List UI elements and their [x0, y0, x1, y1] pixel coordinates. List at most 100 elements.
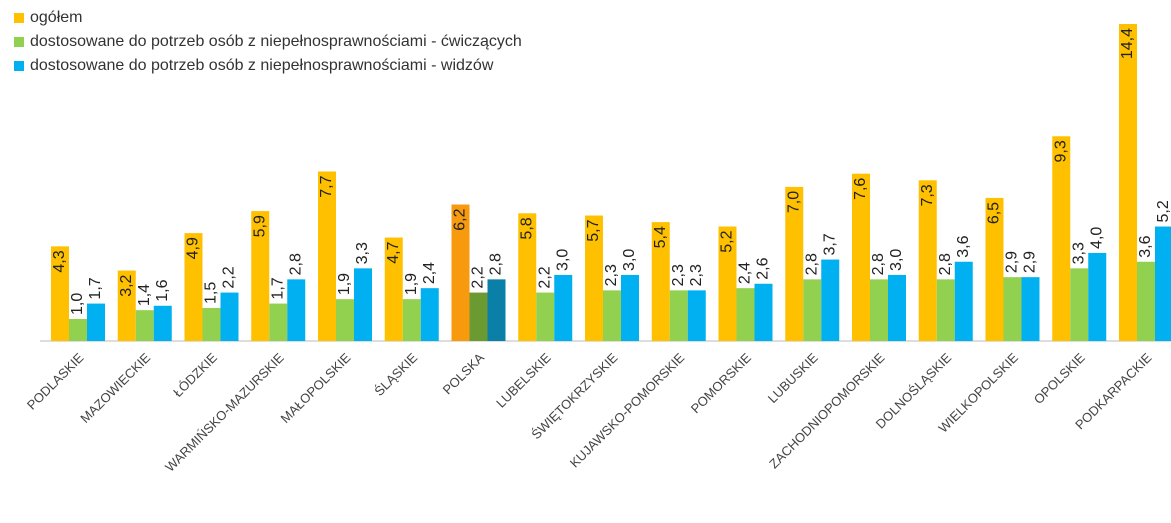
data-label: 3,6: [1137, 235, 1154, 257]
bar: [87, 303, 105, 341]
bar: [69, 318, 87, 341]
bar: [420, 288, 439, 341]
x-tick-label: POLSKA: [440, 350, 488, 398]
data-label: 2,3: [688, 264, 705, 286]
data-label: 2,8: [937, 253, 954, 275]
bar: [918, 180, 937, 341]
bar: [384, 237, 403, 341]
data-label: 2,8: [803, 253, 820, 275]
bar: [1155, 226, 1171, 341]
bar: [954, 261, 973, 341]
data-label: 7,0: [785, 191, 802, 213]
data-label: 5,2: [1155, 200, 1171, 222]
bar: [585, 215, 603, 341]
data-label: 1,9: [336, 273, 353, 295]
bar: [487, 279, 506, 341]
data-label: 1,7: [87, 277, 104, 299]
bar: [318, 171, 336, 341]
bar: [451, 204, 470, 341]
bar: [621, 274, 639, 341]
bar: [153, 305, 172, 341]
data-label: 7,3: [919, 184, 936, 206]
data-label: 2,2: [221, 266, 238, 288]
data-label: 4,3: [51, 250, 68, 272]
bar: [287, 279, 306, 341]
data-label: 1,0: [69, 293, 86, 315]
data-label: 5,9: [251, 215, 268, 237]
x-tick-label: LUBUSKIE: [765, 350, 821, 406]
legend-swatch: [14, 37, 24, 47]
data-label: 3,0: [888, 249, 905, 271]
x-tick-label: POMORSKIE: [688, 350, 755, 417]
data-label: 1,6: [154, 279, 171, 301]
bar: [603, 290, 621, 341]
data-label: 2,2: [470, 266, 487, 288]
data-label: 1,5: [203, 282, 220, 304]
x-tick-label: MAZOWIECKIE: [77, 350, 153, 426]
bar: [1021, 277, 1040, 341]
bar: [135, 310, 154, 341]
bar: [202, 307, 221, 341]
bar: [687, 290, 706, 341]
bar: [554, 274, 573, 341]
bar: [536, 292, 555, 341]
bar: [888, 274, 906, 341]
bar: [718, 226, 737, 341]
bar: [852, 173, 870, 341]
bar: [1070, 268, 1089, 341]
bar: [785, 186, 804, 341]
data-label: 2,8: [287, 253, 304, 275]
bar: [117, 270, 136, 341]
x-tick-label: PODLASKIE: [24, 350, 87, 413]
data-label: 2,8: [488, 253, 505, 275]
data-label: 3,7: [821, 233, 838, 255]
bar: [354, 268, 372, 341]
data-label: 3,2: [118, 274, 135, 296]
data-label: 7,6: [852, 178, 869, 200]
data-label: 2,8: [870, 253, 887, 275]
data-label: 1,7: [269, 277, 286, 299]
data-label: 5,8: [518, 217, 535, 239]
x-tick-label: KUJAWSKO-POMORSKIE: [567, 350, 688, 471]
bar: [821, 259, 840, 341]
data-label: 4,7: [385, 241, 402, 263]
bar: [51, 246, 69, 341]
bar: [1088, 252, 1107, 341]
bar: [251, 211, 270, 341]
data-label: 2,9: [1004, 251, 1021, 273]
bar: [1137, 261, 1155, 341]
bar: [870, 279, 888, 341]
data-label: 14,4: [1119, 28, 1136, 59]
data-label: 5,7: [585, 219, 602, 241]
x-tick-label: MAŁOPOLSKIE: [278, 350, 354, 426]
legend-label: dostosowane do potrzeb osób z niepełnosp…: [30, 33, 522, 50]
x-tick-label: ZACHODNIOPOMORSKIE: [766, 350, 888, 472]
data-label: 9,3: [1052, 140, 1069, 162]
bar: [669, 290, 688, 341]
data-label: 3,0: [621, 249, 638, 271]
x-tick-label: LUBELSKIE: [493, 350, 554, 411]
data-label: 2,6: [755, 257, 772, 279]
data-label: 2,3: [670, 264, 687, 286]
x-tick-label: WARMIŃSKO-MAZURSKIE: [162, 350, 287, 475]
bar: [985, 197, 1004, 341]
bar: [803, 279, 822, 341]
data-label: 3,6: [955, 235, 972, 257]
data-label: 1,4: [136, 284, 153, 306]
bar: [1119, 24, 1137, 341]
bar: [1052, 136, 1071, 341]
data-label: 5,4: [652, 226, 669, 248]
data-label: 3,0: [554, 249, 571, 271]
bar: [269, 303, 288, 341]
bar: [402, 299, 421, 341]
data-label: 2,4: [421, 262, 438, 284]
data-label: 4,9: [185, 237, 202, 259]
bar: [736, 288, 755, 341]
bar: [518, 213, 537, 341]
bar: [1003, 277, 1022, 341]
data-label: 5,2: [719, 230, 736, 252]
legend-swatch: [14, 61, 24, 71]
bar: [936, 279, 955, 341]
bar: [754, 283, 773, 341]
bar: [469, 292, 488, 341]
